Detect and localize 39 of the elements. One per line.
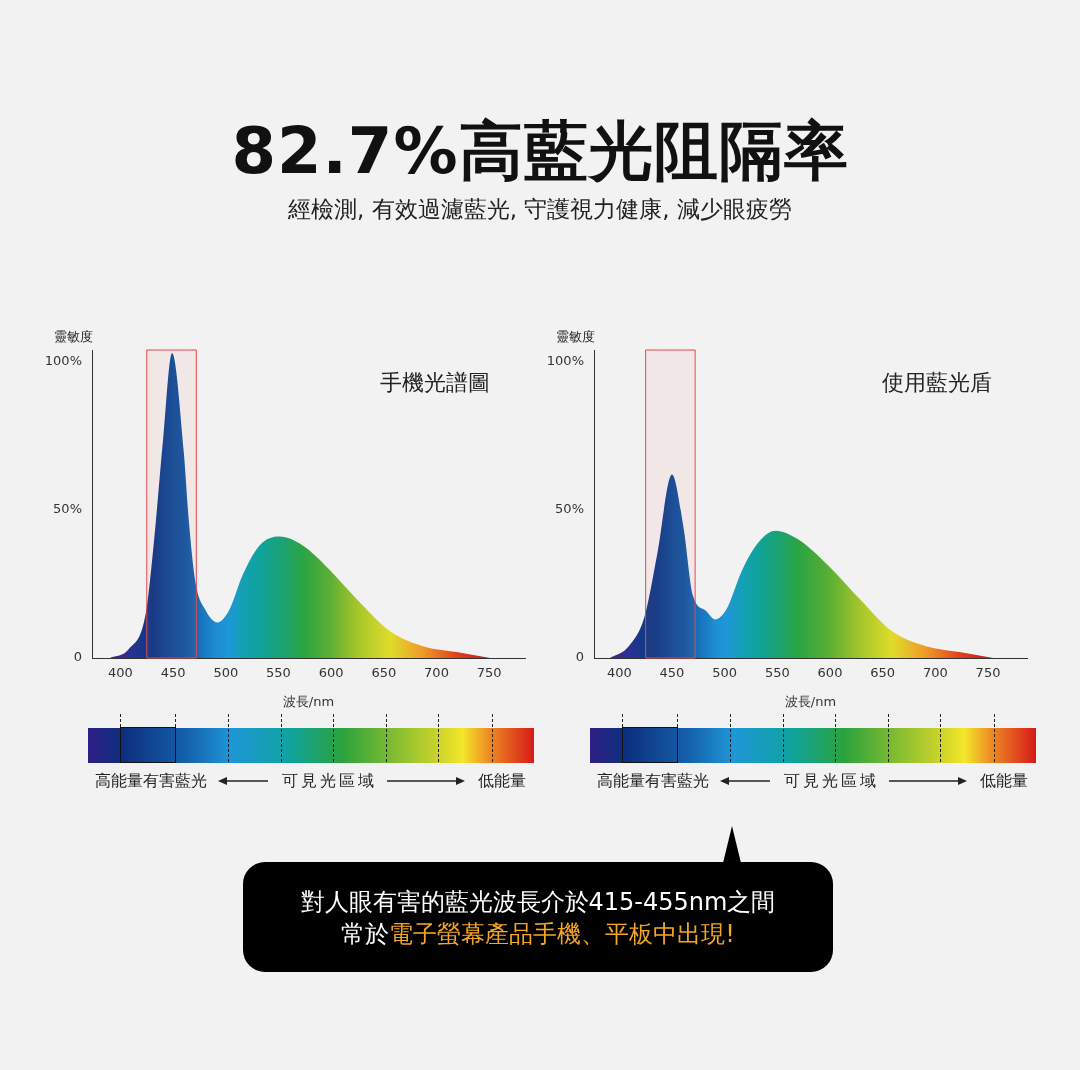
y-tick-label: 100% xyxy=(44,353,82,369)
x-tick-label: 600 xyxy=(817,665,843,681)
text: 經檢測, 有效過濾藍光, 守護視力健康, 減少眼疲勞 xyxy=(287,195,793,224)
x-tick-label: 400 xyxy=(108,665,133,681)
text: 常於 xyxy=(341,920,390,948)
y-tick-label: 50% xyxy=(555,501,584,517)
text: 使用藍光盾 xyxy=(882,370,992,395)
x-tick-label: 750 xyxy=(975,665,1001,681)
text: 低能量 xyxy=(980,771,1028,792)
x-tick-label: 650 xyxy=(870,665,896,681)
text: 可見光區域 xyxy=(784,771,879,792)
y-tick-label: 50% xyxy=(53,501,82,517)
x-tick-label: 700 xyxy=(424,665,449,681)
x-tick-label: 400 xyxy=(606,665,632,681)
text: 高能量有害藍光 xyxy=(95,771,207,792)
y-axis-title: 靈敏度 xyxy=(555,329,595,344)
y-tick-label: 100% xyxy=(546,353,584,369)
x-axis-title: 波長/nm xyxy=(282,693,335,709)
x-tick-label: 550 xyxy=(764,665,790,681)
x-tick-label: 450 xyxy=(659,665,685,681)
x-tick-label: 450 xyxy=(160,665,186,681)
text: 電子螢幕產品手機、平板中出現! xyxy=(389,920,735,948)
y-tick-label: 0 xyxy=(575,649,584,665)
x-tick-label: 750 xyxy=(476,665,502,681)
text: 對人眼有害的藍光波長介於415-455nm之間 xyxy=(299,887,777,918)
x-tick-label: 700 xyxy=(922,665,948,681)
x-tick-label: 550 xyxy=(266,665,291,681)
y-axis-title: 靈敏度 xyxy=(53,329,93,344)
text: 82.7%高藍光阻隔率 xyxy=(230,113,850,190)
text: 高能量有害藍光 xyxy=(597,771,709,792)
text: 低能量 xyxy=(478,771,526,792)
x-tick-label: 650 xyxy=(371,665,397,681)
x-tick-label: 500 xyxy=(712,665,738,681)
x-tick-label: 500 xyxy=(213,665,239,681)
x-axis-title: 波長/nm xyxy=(784,693,837,709)
y-tick-label: 0 xyxy=(73,649,82,665)
text: 手機光譜圖 xyxy=(380,370,490,395)
x-tick-label: 600 xyxy=(318,665,344,681)
text: 可見光區域 xyxy=(282,771,377,792)
